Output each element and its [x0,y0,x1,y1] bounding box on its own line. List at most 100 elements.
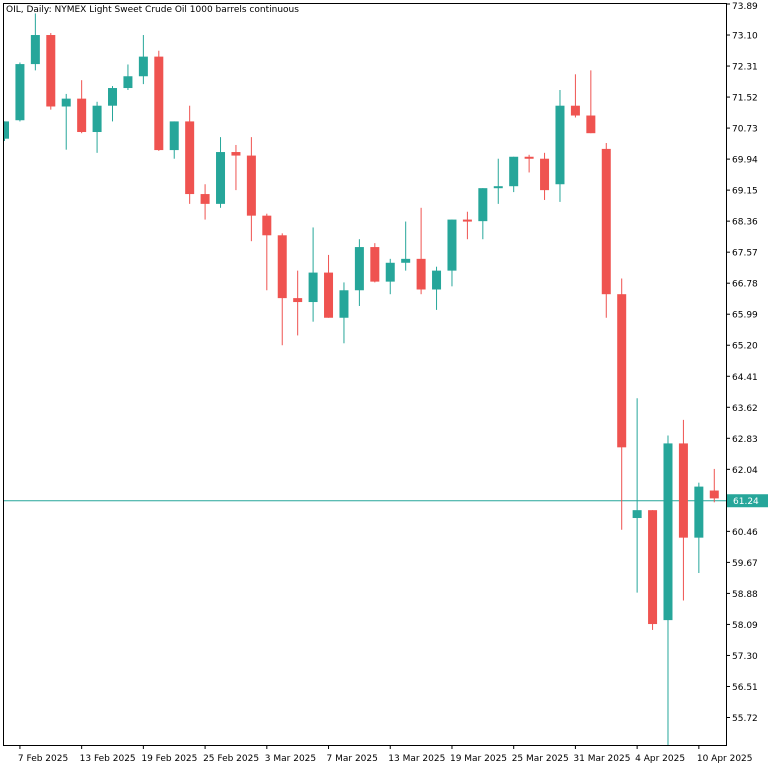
candle [540,152,550,200]
candle-body-up [61,98,71,107]
candle [61,93,71,150]
candle [632,398,642,593]
candle [493,158,503,204]
candle-body-down [154,56,164,151]
candle-body-up [385,262,395,282]
candle-body-down [77,98,87,133]
candle [555,89,565,202]
price-tick-label: 69.15 [732,187,758,197]
candle-body-up [339,290,349,318]
candle [370,243,380,283]
candles-layer [4,13,719,745]
candle-body-up [123,76,133,89]
last-price-value: 61.24 [733,497,759,507]
candle-body-down [462,219,472,222]
candle-body-up [308,272,318,303]
time-tick-label: 7 Mar 2025 [327,754,378,764]
candle-body-up [169,121,179,151]
price-tick-label: 71.52 [732,94,758,104]
price-tick-label: 65.20 [732,342,758,352]
candle-body-down [293,298,303,303]
price-tick-label: 57.30 [732,652,758,662]
candle [92,101,102,153]
candle [293,270,303,336]
price-tick-label: 58.09 [732,621,758,631]
candle-body-up [478,188,488,222]
candle-body-up [4,121,9,139]
candle [416,207,426,295]
candle [123,64,133,90]
price-tick-label: 60.46 [732,528,758,538]
candle [678,419,688,601]
candle-body-down [524,156,534,159]
candle [108,86,118,122]
time-tick-label: 25 Feb 2025 [203,754,259,764]
candle [462,211,472,240]
price-tick-label: 55.72 [732,714,758,724]
candle [154,50,164,151]
candle-body-up [108,88,118,106]
time-tick-label: 10 Apr 2025 [697,754,753,764]
candle [354,239,364,306]
price-tick-label: 59.67 [732,559,758,569]
candle-body-up [138,56,148,77]
price-tick-label: 67.57 [732,249,758,259]
candle-body-down [678,443,688,538]
candle-body-down [586,115,596,134]
candle [401,221,411,271]
price-tick-label: 72.31 [732,63,758,73]
candle [4,121,9,142]
candle [15,62,25,122]
time-tick-label: 3 Mar 2025 [265,754,316,764]
candle-body-down [540,158,550,191]
candle-body-up [632,510,642,519]
price-tick-label: 65.99 [732,311,758,321]
candle-body-up [663,443,673,621]
chart-title: OIL, Daily: NYMEX Light Sweet Crude Oil … [6,5,299,15]
candle [77,80,87,134]
price-tick-label: 58.88 [732,590,758,600]
candle [231,144,241,191]
price-tick-label: 62.04 [732,466,758,476]
time-tick-label: 25 Mar 2025 [512,754,569,764]
candle-body-up [30,35,40,65]
candle-body-up [432,270,442,290]
candle-body-down [416,258,426,290]
candle-body-down [570,105,580,116]
candle-body-down [185,121,195,195]
candle [277,233,287,346]
candle [138,35,148,85]
candle-body-down [324,272,334,318]
price-tick-label: 70.73 [732,125,758,135]
candle-body-up [401,258,411,263]
candle [524,154,534,173]
candle-body-up [216,152,226,204]
candle [30,13,40,71]
candle [262,213,272,291]
candle-body-down [709,490,719,499]
candle [601,143,611,318]
candle-body-down [277,235,287,299]
plot-frame [3,3,727,746]
candle [648,510,658,630]
candle-body-up [509,156,519,187]
price-tick-label: 62.83 [732,435,758,445]
candle [246,137,256,242]
candle [432,266,442,310]
price-tick-label: 73.89 [732,2,758,12]
price-tick-label: 63.62 [732,404,758,414]
candle-body-down [246,155,256,216]
time-tick-label: 13 Mar 2025 [388,754,445,764]
time-tick-label: 4 Apr 2025 [635,754,685,764]
candle-body-up [694,486,704,538]
time-tick-label: 19 Feb 2025 [141,754,197,764]
candle [46,33,56,110]
candle [586,70,596,134]
candle-body-up [493,186,503,189]
candle [447,219,457,287]
price-tick-label: 73.10 [732,32,758,42]
candle [709,468,719,503]
candle-body-down [46,35,56,107]
time-tick-label: 31 Mar 2025 [573,754,630,764]
